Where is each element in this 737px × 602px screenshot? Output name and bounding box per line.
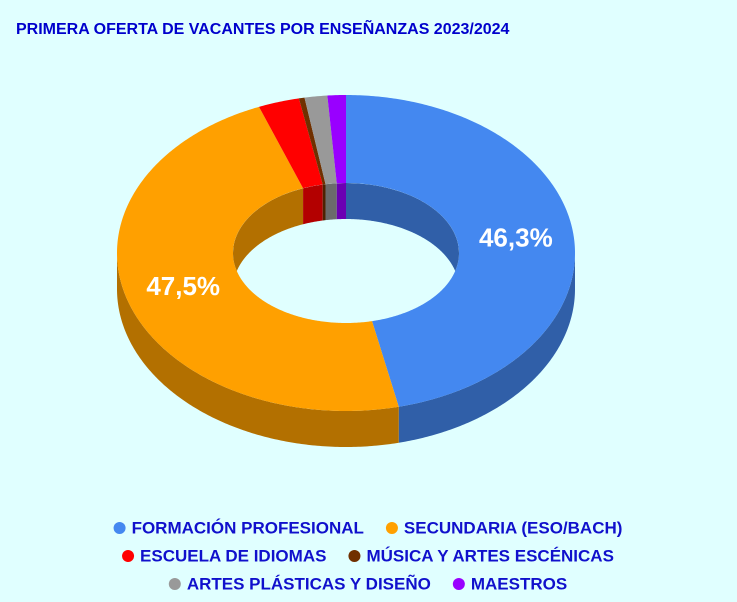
slice bbox=[346, 95, 575, 407]
slice bbox=[304, 95, 337, 185]
legend-marker bbox=[452, 578, 465, 590]
inner-wall bbox=[346, 183, 459, 289]
slice bbox=[298, 97, 326, 185]
slice-side bbox=[398, 253, 575, 443]
legend-label: MÚSICA Y ARTES ESCÉNICAS bbox=[366, 546, 614, 565]
inner-wall bbox=[336, 183, 346, 220]
inner-wall bbox=[325, 183, 337, 221]
legend-marker bbox=[385, 522, 398, 534]
legend-marker bbox=[122, 550, 135, 562]
slice bbox=[259, 98, 323, 189]
slice bbox=[327, 95, 346, 184]
legend-marker bbox=[348, 550, 361, 562]
data-label: 46,3% bbox=[479, 223, 553, 253]
chart-title: PRIMERA OFERTA DE VACANTES POR ENSEÑANZA… bbox=[16, 18, 510, 38]
legend-label: ESCUELA DE IDIOMAS bbox=[140, 546, 326, 565]
slice-side bbox=[117, 253, 399, 447]
slice bbox=[117, 106, 399, 411]
inner-wall bbox=[322, 184, 326, 221]
legend-label: SECUNDARIA (ESO/BACH) bbox=[404, 518, 623, 537]
legend-marker bbox=[168, 578, 181, 590]
hole-walls bbox=[233, 183, 459, 289]
legend-label: MAESTROS bbox=[471, 574, 567, 593]
legend-label: FORMACIÓN PROFESIONAL bbox=[132, 518, 364, 537]
inner-wall bbox=[233, 188, 304, 289]
legend-label: ARTES PLÁSTICAS Y DISEÑO bbox=[187, 573, 431, 593]
data-label: 47,5% bbox=[146, 271, 220, 301]
legend-marker bbox=[113, 522, 126, 534]
inner-wall bbox=[303, 184, 323, 225]
